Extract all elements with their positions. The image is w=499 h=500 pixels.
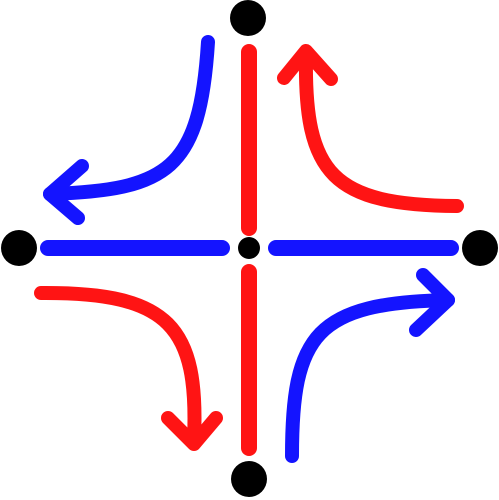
blue-top-left-arrow xyxy=(43,35,215,225)
node-left xyxy=(1,230,37,266)
node-top xyxy=(230,0,266,36)
red-top-right-arrow xyxy=(277,44,464,213)
blue-bottom-right-arrow xyxy=(285,268,455,463)
node-right xyxy=(462,230,498,266)
node-center xyxy=(238,237,260,259)
node-bottom xyxy=(231,461,267,497)
red-bottom-left-arrow xyxy=(34,285,223,451)
